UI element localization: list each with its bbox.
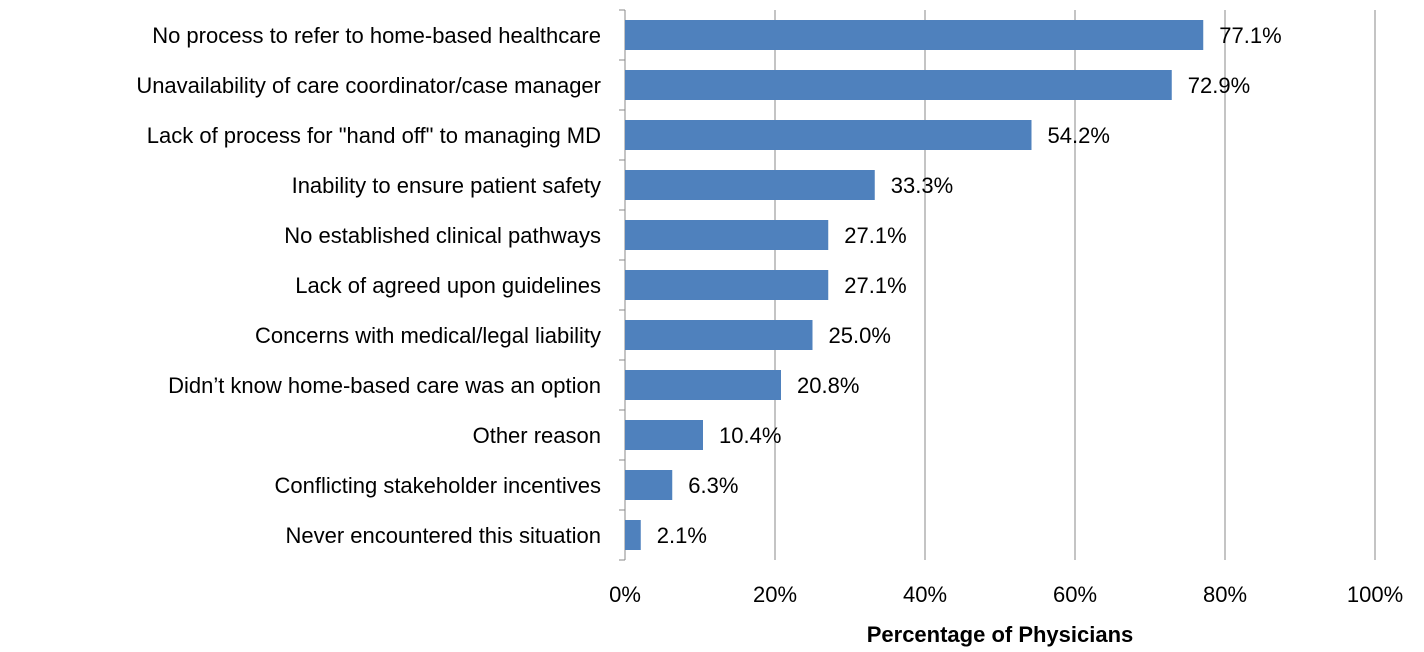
bar: [625, 470, 673, 500]
y-tick-label: Inability to ensure patient safety: [292, 173, 601, 198]
data-label: 20.8%: [797, 373, 859, 398]
data-label: 10.4%: [719, 423, 781, 448]
y-tick-label: Didn’t know home-based care was an optio…: [168, 373, 601, 398]
data-label: 77.1%: [1219, 23, 1281, 48]
data-label: 25.0%: [829, 323, 891, 348]
y-tick-label: Never encountered this situation: [285, 523, 601, 548]
data-label: 72.9%: [1188, 73, 1250, 98]
y-tick-label: Unavailability of care coordinator/case …: [136, 73, 601, 98]
y-tick-label: No process to refer to home-based health…: [152, 23, 601, 48]
x-tick-label: 40%: [903, 582, 947, 607]
y-tick-label: Concerns with medical/legal liability: [255, 323, 601, 348]
x-tick-label: 20%: [753, 582, 797, 607]
data-label: 33.3%: [891, 173, 953, 198]
bar: [625, 370, 781, 400]
y-tick-label: Other reason: [473, 423, 601, 448]
x-axis-title: Percentage of Physicians: [867, 622, 1134, 647]
y-tick-label: Lack of agreed upon guidelines: [295, 273, 601, 298]
y-tick-label: No established clinical pathways: [284, 223, 601, 248]
y-tick-label: Conflicting stakeholder incentives: [274, 473, 601, 498]
x-tick-label: 0%: [609, 582, 641, 607]
bar: [625, 70, 1172, 100]
y-tick-label: Lack of process for "hand off" to managi…: [147, 123, 601, 148]
bar: [625, 170, 875, 200]
data-label: 54.2%: [1048, 123, 1110, 148]
data-label: 27.1%: [844, 273, 906, 298]
data-label: 6.3%: [688, 473, 738, 498]
bar: [625, 20, 1204, 50]
bar: [625, 420, 703, 450]
bar: [625, 270, 829, 300]
bar: [625, 520, 641, 550]
data-label: 2.1%: [657, 523, 707, 548]
x-tick-label: 100%: [1347, 582, 1403, 607]
data-label: 27.1%: [844, 223, 906, 248]
bar: [625, 220, 829, 250]
x-tick-label: 60%: [1053, 582, 1097, 607]
bar: [625, 320, 813, 350]
x-tick-label: 80%: [1203, 582, 1247, 607]
bar: [625, 120, 1032, 150]
